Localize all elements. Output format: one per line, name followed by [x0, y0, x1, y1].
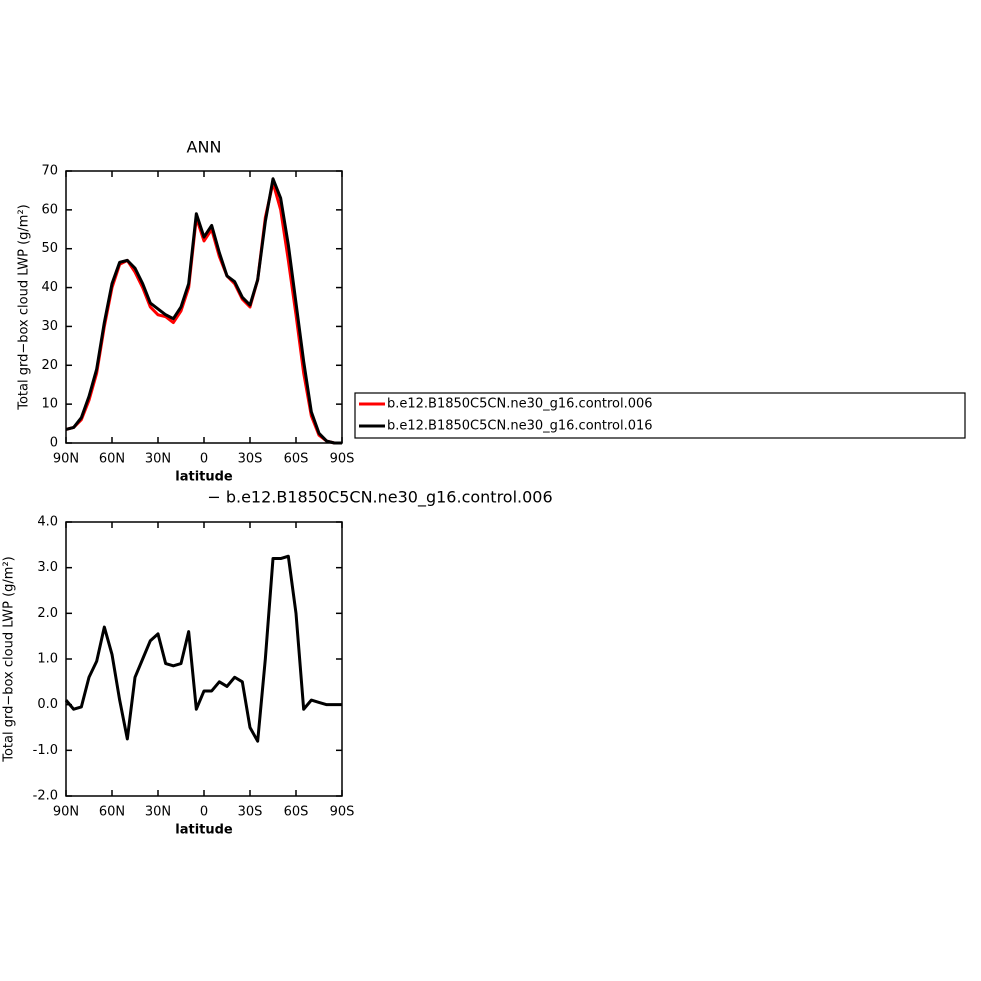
x-tick-label: 90N [53, 452, 79, 467]
x-tick-label: 60S [284, 452, 309, 467]
y-tick-label: 10 [41, 397, 58, 412]
x-tick-label: 30S [238, 452, 263, 467]
y-tick-label: 0.0 [37, 697, 58, 712]
chart-title: − b.e12.B1850C5CN.ne30_g16.control.006 [207, 488, 552, 508]
plot-frame [65, 170, 343, 444]
legend-label: b.e12.B1850C5CN.ne30_g16.control.006 [387, 397, 653, 412]
y-tick-label: 3.0 [37, 560, 58, 575]
x-axis-label: latitude [175, 823, 233, 838]
y-tick-label: 60 [41, 202, 58, 217]
data-line [65, 177, 342, 445]
legend-label: b.e12.B1850C5CN.ne30_g16.control.016 [387, 419, 653, 434]
y-axis-label: Total grd−box cloud LWP (g/m²) [2, 556, 17, 763]
x-tick-label: 30N [145, 452, 171, 467]
legend-box [354, 392, 966, 439]
y-tick-label: 2.0 [37, 606, 58, 621]
data-line [64, 554, 342, 743]
y-tick-label: 40 [41, 280, 58, 295]
x-tick-label: 90N [53, 805, 79, 820]
y-axis-label: Total grd−box cloud LWP (g/m²) [17, 204, 32, 411]
x-tick-label: 30N [145, 805, 171, 820]
x-tick-label: 0 [200, 805, 208, 820]
x-tick-label: 60N [99, 805, 125, 820]
x-axis-label: latitude [175, 470, 233, 485]
y-tick-label: -2.0 [33, 789, 58, 804]
x-tick-label: 90S [330, 805, 355, 820]
x-tick-label: 60N [99, 452, 125, 467]
x-tick-label: 0 [200, 452, 208, 467]
x-tick-label: 60S [284, 805, 309, 820]
y-tick-label: 4.0 [37, 515, 58, 530]
y-tick-label: 20 [41, 358, 58, 373]
chart-title: ANN [187, 138, 222, 157]
y-tick-label: 1.0 [37, 652, 58, 667]
x-tick-label: 90S [330, 452, 355, 467]
y-tick-label: 50 [41, 241, 58, 256]
y-tick-label: 30 [41, 319, 58, 334]
x-tick-label: 30S [238, 805, 263, 820]
plot-frame [65, 521, 343, 797]
y-tick-label: 0 [50, 436, 58, 451]
y-tick-label: 70 [41, 164, 58, 179]
y-tick-label: -1.0 [33, 743, 58, 758]
